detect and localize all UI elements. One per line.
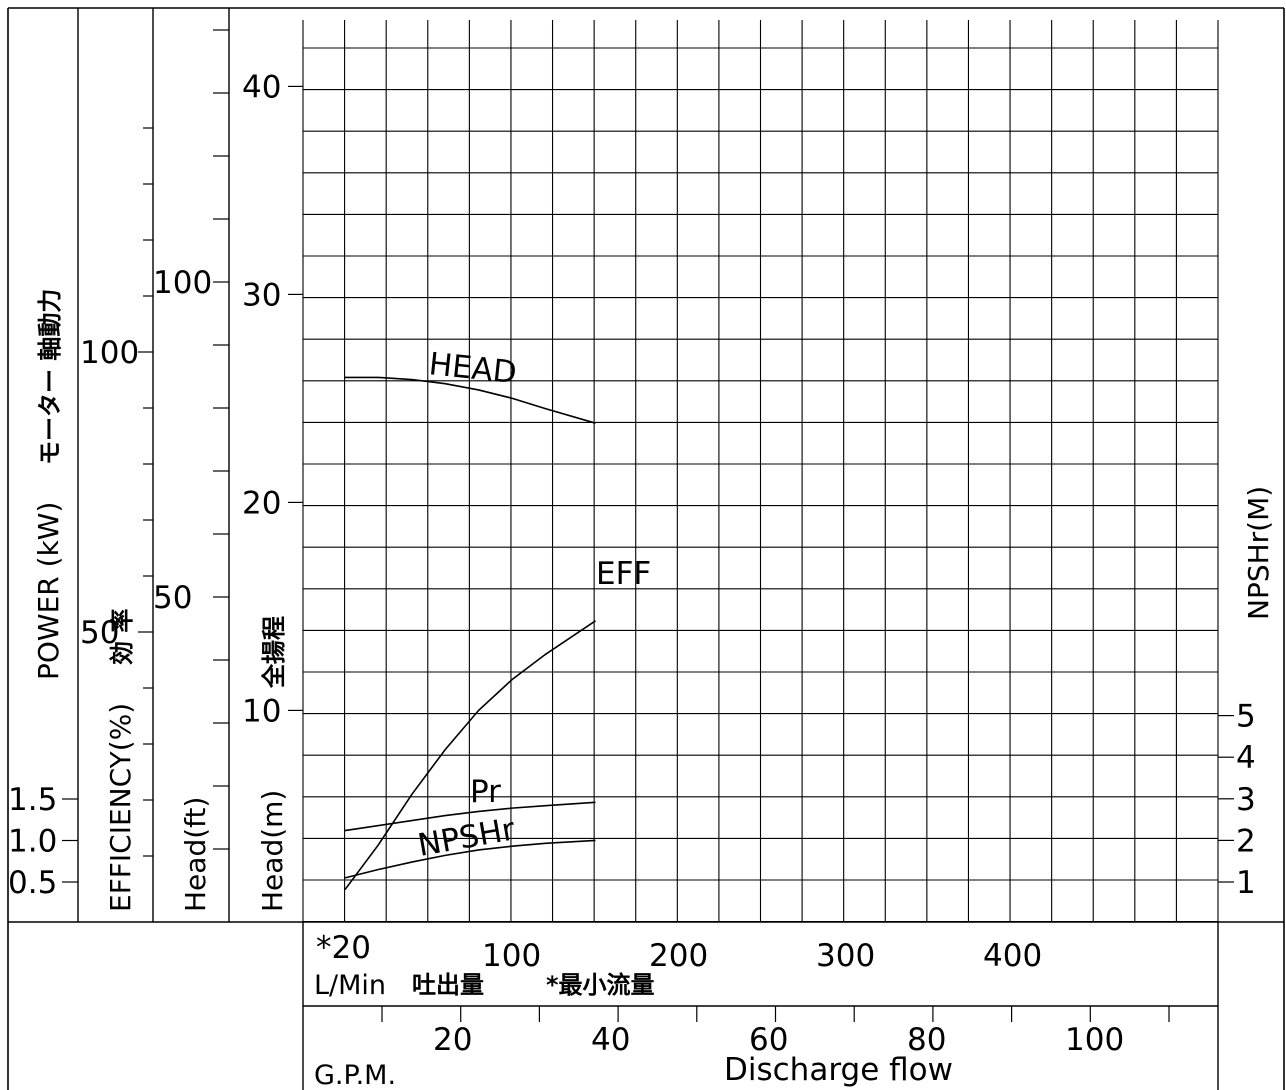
head-m-axis-label-jp: 全揚程 [260,616,288,689]
lpm-unit-label-jp: 吐出量 [412,971,484,999]
gpm-tick-label: 80 [907,1022,946,1058]
chart-frame [7,7,1285,1090]
min-flow-marker: *20 [316,930,371,966]
power-tick-label: 0.5 [8,865,57,901]
series-label-npshr: NPSHr [415,811,518,863]
series-line-head [345,376,596,424]
lpm-unit-label: L/Min [314,970,386,1001]
npshr-tick-label: 3 [1236,782,1256,818]
head-ft-tick-label: 50 [153,580,192,616]
lpm-tick-label: 300 [816,938,875,974]
discharge-flow-label: Discharge flow [724,1052,953,1088]
power-tick-label: 1.5 [8,782,57,818]
axis-ticks [62,29,1234,1022]
efficiency-tick-label: 50 [80,615,119,651]
gpm-unit-label: G.P.M. [314,1060,396,1090]
series-lines [344,376,596,891]
gpm-tick-label: 40 [591,1022,630,1058]
npshr-tick-label: 1 [1236,865,1256,901]
series-label-head: HEAD [427,346,518,391]
series-line-pr [344,801,596,832]
head-m-tick-label: 10 [242,693,281,729]
npshr-tick-label: 5 [1236,699,1256,735]
head-ft-axis-label: Head(ft) [179,797,212,912]
head-m-tick-label: 40 [242,69,281,105]
series-line-eff [344,620,596,891]
power-axis-label-jp: モーター 軸動力 [36,289,64,465]
gpm-tick-label: 100 [1065,1022,1124,1058]
lpm-tick-label: 100 [482,938,541,974]
tick-labels: 0.5 1.0 1.5 50 100 50 100 10 20 30 40 1 2 3 4 5 100 200 30… [8,69,1256,1058]
lpm-tick-label: 200 [649,938,708,974]
power-axis-label: POWER (kW) [32,502,65,680]
series-line-npshr [344,839,596,879]
series-label-pr: Pr [470,774,501,810]
head-ft-tick-label: 100 [153,265,212,301]
efficiency-tick-label: 100 [80,335,139,371]
npshr-axis-label: NPSHr(M) [1242,486,1275,620]
head-m-tick-label: 30 [242,277,281,313]
gpm-tick-label: 20 [433,1022,472,1058]
lpm-tick-label: 400 [983,938,1042,974]
efficiency-axis-label: EFFICIENCY(%) [104,703,137,912]
efficiency-axis-label-jp: 効 率 [108,609,136,665]
grid [302,20,1219,923]
min-flow-note: *最小流量 [546,971,655,999]
npshr-tick-label: 4 [1236,740,1256,776]
series-label-eff: EFF [596,556,651,592]
npshr-tick-label: 2 [1236,823,1256,859]
head-m-tick-label: 20 [242,485,281,521]
head-m-axis-label: Head(m) [256,790,289,912]
gpm-tick-label: 60 [749,1022,788,1058]
power-tick-label: 1.0 [8,824,57,860]
